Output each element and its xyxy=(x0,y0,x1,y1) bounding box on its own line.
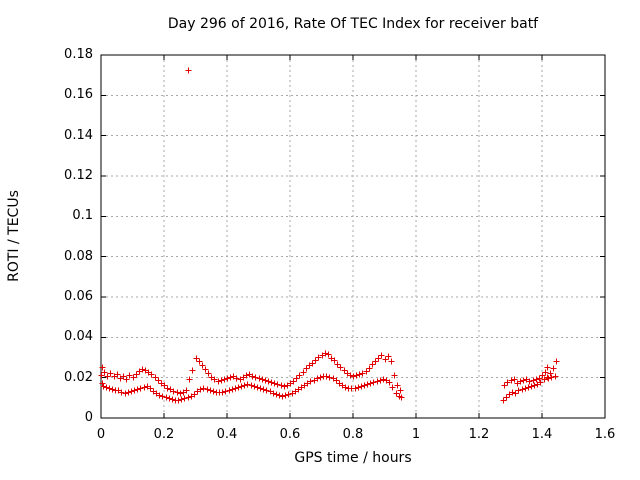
x-tick-label: 0.4 xyxy=(216,427,238,442)
y-tick-label: 0.08 xyxy=(64,248,93,264)
x-tick-label: 0 xyxy=(96,427,106,442)
x-tick-label: 1.2 xyxy=(468,427,490,442)
y-tick-label: 0.1 xyxy=(72,208,93,224)
chart-title: Day 296 of 2016, Rate Of TEC Index for r… xyxy=(167,16,539,32)
y-tick-label: 0.12 xyxy=(64,168,93,183)
y-tick-label: 0.04 xyxy=(64,329,93,345)
x-tick-label: 0.8 xyxy=(342,427,364,442)
y-tick-label: 0.16 xyxy=(64,87,93,103)
x-tick-label: 1.4 xyxy=(531,427,553,442)
y-tick-label: 0.18 xyxy=(64,47,93,62)
y-axis-label: ROTI / TECUs xyxy=(6,190,22,282)
x-tick-label: 0.6 xyxy=(279,427,301,442)
x-axis-label: GPS time / hours xyxy=(294,450,412,466)
x-tick-label: 0.2 xyxy=(153,427,175,442)
y-tick-label: 0.14 xyxy=(64,127,93,143)
x-tick-label: 1.6 xyxy=(594,427,616,442)
y-tick-label: 0.02 xyxy=(64,369,93,385)
y-tick-label: 0 xyxy=(84,410,93,425)
y-tick-label: 0.06 xyxy=(64,289,93,304)
scatter-points xyxy=(98,67,560,404)
x-tick-label: 1 xyxy=(411,427,421,442)
